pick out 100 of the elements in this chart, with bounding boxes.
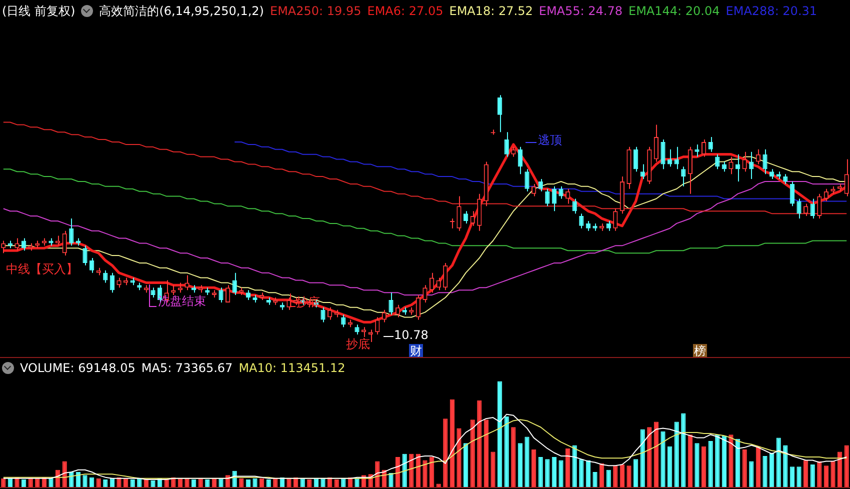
- chart-title: (日线 前复权): [2, 2, 76, 20]
- bar: [776, 438, 781, 488]
- bar: [572, 445, 577, 488]
- candlestick: [55, 235, 60, 246]
- candlestick: [742, 151, 747, 172]
- candlestick: [824, 188, 829, 202]
- candlestick: [443, 262, 448, 291]
- candlestick: [218, 287, 224, 303]
- candlestick: [89, 258, 94, 274]
- bar: [830, 461, 836, 488]
- annotation: 抄底: [346, 337, 370, 351]
- annotation: 中线【买入】: [6, 262, 78, 276]
- bar: [599, 463, 604, 488]
- candlestick: [21, 238, 26, 252]
- candlestick: [361, 326, 366, 338]
- bar: [633, 459, 638, 488]
- bar: [504, 416, 509, 488]
- candlestick: [395, 304, 400, 318]
- candlestick: [436, 277, 441, 291]
- text: MA5: 73365.67: [141, 361, 233, 375]
- candlestick: [545, 188, 550, 207]
- candlestick: [783, 174, 788, 184]
- candlestick: [531, 183, 536, 197]
- bar: [640, 429, 645, 488]
- bar: [728, 434, 734, 488]
- candlestick: [790, 180, 795, 207]
- candlestick: [232, 272, 237, 296]
- bar: [783, 445, 788, 488]
- bar: [565, 448, 570, 488]
- candlestick: [456, 196, 462, 232]
- candlestick: [579, 213, 584, 229]
- chart-title: VOLUME: 69148.05: [20, 361, 136, 375]
- candlestick: [422, 284, 428, 303]
- candlestick: [803, 203, 808, 217]
- candlestick: [606, 220, 611, 232]
- bar: [456, 428, 462, 488]
- candlestick: [246, 290, 251, 300]
- bar: [756, 446, 761, 488]
- bar: [552, 457, 557, 488]
- candlestick: [538, 178, 543, 192]
- candlestick: [110, 272, 115, 294]
- candlestick: [388, 292, 394, 316]
- annotation: 抄底: [296, 295, 320, 309]
- candlestick: [552, 186, 557, 212]
- chart-subtitle: 高效简洁的(6,14,95,250,1,2): [99, 2, 264, 20]
- candlestick: [722, 161, 727, 172]
- bar: [742, 450, 747, 488]
- text: 财: [409, 344, 423, 358]
- candlestick: [225, 284, 230, 303]
- bar: [524, 436, 530, 488]
- candlestick: [586, 220, 591, 232]
- candlestick: [640, 164, 645, 180]
- candlestick: [565, 188, 570, 204]
- candlestick: [62, 230, 67, 256]
- bar: [626, 466, 632, 488]
- bar: [810, 464, 815, 488]
- candlestick: [327, 306, 332, 320]
- text: EMA144: 20.04: [628, 4, 720, 18]
- candlestick: [504, 132, 509, 158]
- text: EMA55: 24.78: [538, 4, 622, 18]
- annotation: 10.78: [394, 328, 428, 342]
- candlestick: [769, 168, 774, 180]
- bar: [688, 434, 693, 488]
- text: EMA288: 20.31: [726, 4, 818, 18]
- candlestick: [654, 124, 659, 162]
- candlestick: [688, 146, 693, 194]
- candlestick: [694, 144, 700, 158]
- bar: [647, 427, 652, 488]
- candlestick: [728, 156, 734, 175]
- bar: [620, 464, 625, 488]
- bar: [484, 420, 489, 488]
- candlestick: [613, 208, 618, 232]
- bar: [803, 460, 808, 488]
- candlestick: [450, 218, 455, 229]
- bar: [463, 443, 468, 488]
- candlestick: [354, 324, 360, 336]
- bar: [654, 422, 659, 488]
- bar: [388, 473, 394, 488]
- bar: [477, 400, 482, 488]
- candlestick: [497, 94, 502, 133]
- bar: [790, 466, 795, 488]
- bar: [613, 466, 618, 488]
- candlestick: [810, 198, 815, 220]
- candlestick: [558, 186, 564, 200]
- bar: [694, 443, 700, 488]
- candlestick: [416, 294, 421, 320]
- candlestick: [368, 329, 373, 342]
- candlestick: [320, 306, 326, 323]
- bar: [837, 452, 842, 488]
- bar: [824, 466, 829, 488]
- candlestick: [524, 168, 530, 192]
- bar: [606, 470, 611, 488]
- candlestick: [708, 136, 713, 152]
- bar: [558, 460, 564, 488]
- annotation: 逃顶: [538, 133, 562, 147]
- bar: [592, 472, 598, 488]
- candlestick: [572, 198, 577, 214]
- candlestick: [735, 154, 740, 182]
- bar: [490, 452, 496, 488]
- bar: [545, 459, 550, 488]
